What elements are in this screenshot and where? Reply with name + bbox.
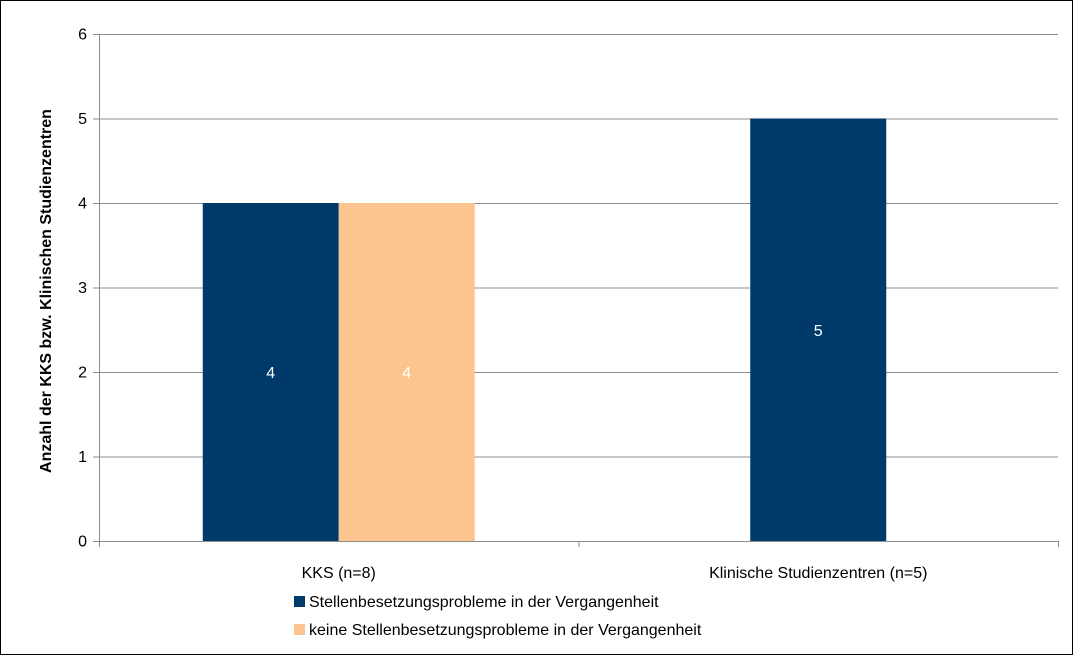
y-tick-label: 3 <box>78 280 87 297</box>
data-label: 4 <box>266 365 275 382</box>
legend-label: Stellenbesetzungsprobleme in der Vergang… <box>309 594 659 611</box>
data-label: 5 <box>814 323 823 340</box>
x-category-label: Klinische Studienzentren (n=5) <box>709 565 927 582</box>
bars <box>202 118 887 541</box>
data-label: 4 <box>402 365 411 382</box>
y-tick-label: 5 <box>78 111 87 128</box>
y-axis-title: Anzahl der KKS bzw. Klinischen Studienze… <box>38 109 55 473</box>
y-tick-label: 4 <box>78 196 87 213</box>
bar <box>338 203 475 541</box>
bar <box>202 203 339 541</box>
axes <box>93 34 1059 547</box>
x-category-label: KKS (n=8) <box>302 565 376 582</box>
legend-swatch <box>294 624 305 635</box>
legend: Stellenbesetzungsprobleme in der Vergang… <box>294 594 702 639</box>
labels: 0 1 2 3 4 5 6 4 4 KKS (n=8) 5 Klinische Studienzent… <box>78 27 927 583</box>
legend-label: keine Stellenbesetzungsprobleme in der V… <box>309 622 702 639</box>
y-tick-label: 0 <box>78 534 87 551</box>
y-tick-label: 2 <box>78 365 87 382</box>
y-tick-label: 6 <box>78 27 87 44</box>
y-tick-label: 1 <box>78 449 87 466</box>
bar <box>750 118 887 541</box>
legend-swatch <box>294 596 305 607</box>
